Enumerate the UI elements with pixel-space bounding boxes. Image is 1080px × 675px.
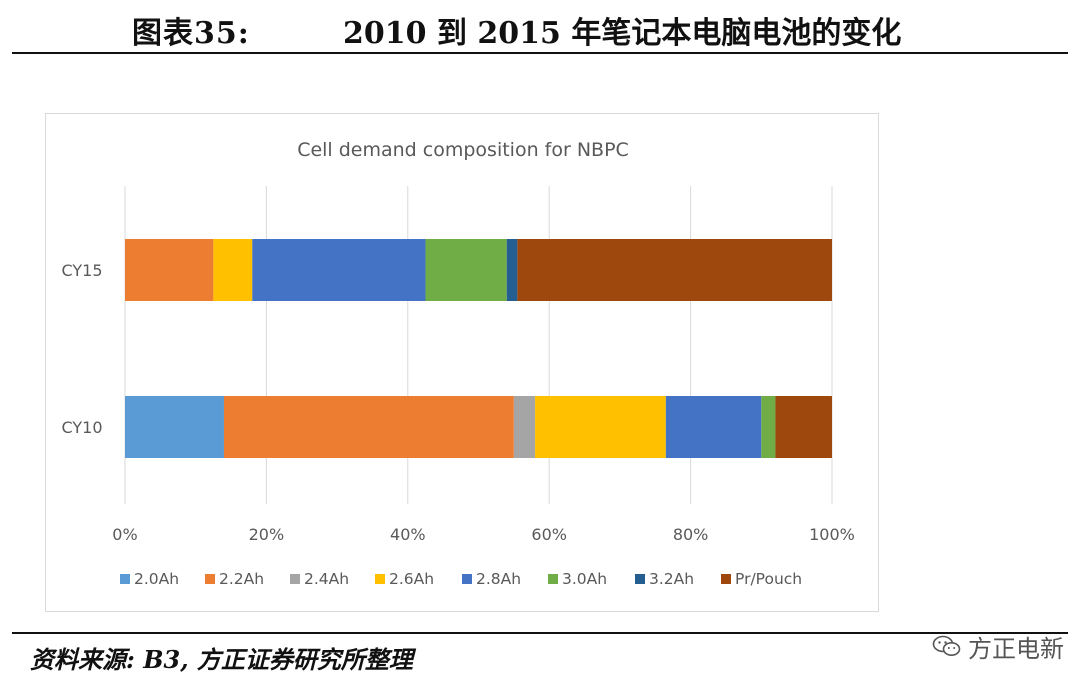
legend-label: Pr/Pouch bbox=[735, 570, 802, 588]
chart-x-tick-labels: 0% 20% 40% 60% 80% 100% bbox=[112, 525, 855, 544]
watermark-text: 方正电新 bbox=[968, 634, 1064, 663]
legend-swatch bbox=[205, 574, 215, 584]
x-tick-label: 60% bbox=[531, 525, 567, 544]
bar-segment bbox=[125, 239, 214, 301]
category-label: CY10 bbox=[61, 418, 102, 437]
bar-segment bbox=[213, 239, 253, 301]
figure-header: 图表35: 2010 到 2015 年笔记本电脑电池的变化 bbox=[0, 0, 1080, 56]
legend-label: 2.0Ah bbox=[134, 570, 179, 588]
chart-legend: 2.0Ah 2.2Ah 2.4Ah 2.6Ah 2.8Ah 3.0Ah 3.2Ah Pr/Po… bbox=[120, 570, 802, 588]
bar-segment bbox=[513, 396, 536, 458]
bar-segment bbox=[517, 239, 832, 301]
source-note: 资料来源: B3, 方正证券研究所整理 bbox=[30, 645, 413, 674]
legend-swatch bbox=[290, 574, 300, 584]
footer-divider bbox=[12, 632, 1068, 634]
watermark: 方正电新 bbox=[932, 632, 1064, 663]
legend-swatch bbox=[375, 574, 385, 584]
bar-segment bbox=[535, 396, 666, 458]
legend-label: 2.8Ah bbox=[476, 570, 521, 588]
x-tick-label: 20% bbox=[249, 525, 285, 544]
bar-segment bbox=[775, 396, 832, 458]
chart-title: Cell demand composition for NBPC bbox=[297, 139, 629, 161]
bar-segment bbox=[665, 396, 762, 458]
bar-segment bbox=[761, 396, 776, 458]
legend-swatch bbox=[548, 574, 558, 584]
category-label: CY15 bbox=[61, 261, 102, 280]
x-tick-label: 0% bbox=[112, 525, 137, 544]
x-tick-label: 100% bbox=[809, 525, 855, 544]
bar-segment bbox=[425, 239, 507, 301]
wechat-icon bbox=[932, 635, 961, 656]
stacked-bar-chart: Cell demand composition for NBPC CY15CY1… bbox=[61, 139, 855, 588]
legend-label: 2.6Ah bbox=[389, 570, 434, 588]
bar-segment bbox=[506, 239, 518, 301]
chart-category-labels: CY15 CY10 bbox=[61, 261, 102, 437]
bar-segment bbox=[252, 239, 426, 301]
legend-label: 3.0Ah bbox=[562, 570, 607, 588]
header-divider bbox=[12, 52, 1068, 54]
legend-swatch bbox=[635, 574, 645, 584]
legend-swatch bbox=[721, 574, 731, 584]
legend-swatch bbox=[120, 574, 130, 584]
bar-segment bbox=[125, 396, 224, 458]
x-tick-label: 40% bbox=[390, 525, 426, 544]
figure-title: 2010 到 2015 年笔记本电脑电池的变化 bbox=[343, 16, 902, 51]
legend-label: 2.4Ah bbox=[304, 570, 349, 588]
legend-label: 3.2Ah bbox=[649, 570, 694, 588]
legend-swatch bbox=[462, 574, 472, 584]
chart-frame: Cell demand composition for NBPC CY15 CY1… bbox=[45, 113, 879, 612]
bar-segment bbox=[223, 396, 514, 458]
legend-label: 2.2Ah bbox=[219, 570, 264, 588]
figure-number: 图表35: bbox=[132, 16, 250, 51]
x-tick-label: 80% bbox=[673, 525, 709, 544]
chart-bars bbox=[125, 239, 832, 458]
